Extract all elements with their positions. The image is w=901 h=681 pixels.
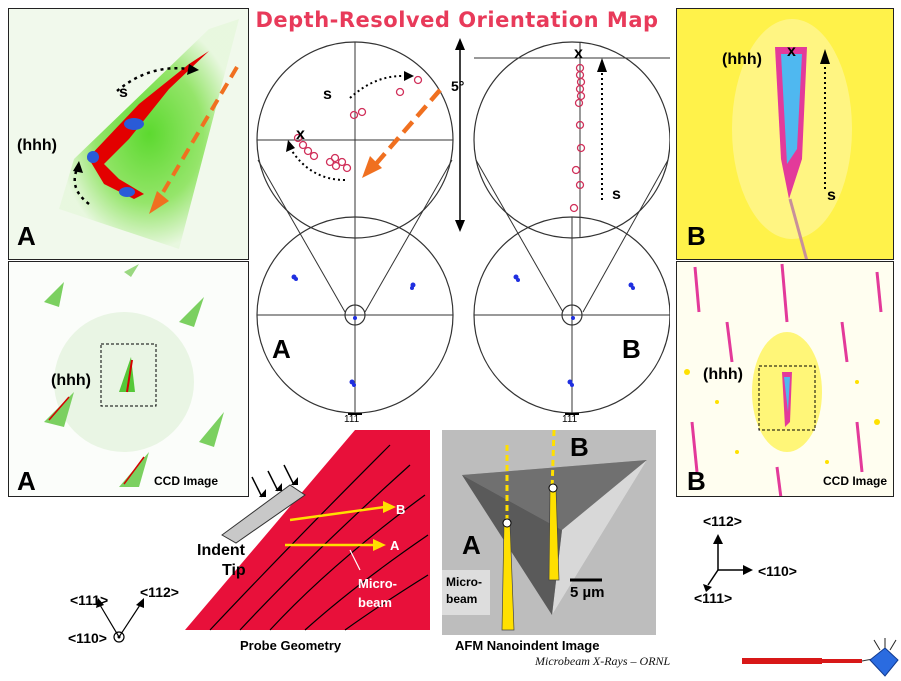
hhh-label: (hhh) (703, 366, 743, 383)
pole-label-a: 111 (344, 414, 360, 425)
afm-label-b: B (570, 432, 589, 462)
ccd-image-b-graphic (677, 262, 893, 496)
ccd-zoom-panel-a: s (hhh) A (8, 8, 249, 260)
credit: Microbeam X-Rays – ORNL (535, 654, 671, 668)
probe-geometry (185, 430, 430, 631)
tip-label: Tip (222, 562, 246, 579)
x-mark: x (787, 43, 796, 60)
afm-scale-bar-label: 5 µm (570, 584, 605, 601)
axis-111: <111> (694, 590, 733, 606)
orientation-map (256, 38, 670, 415)
axes-right (703, 534, 753, 592)
probe-caption: Probe Geometry (240, 638, 342, 653)
ccd-image-a-graphic (9, 262, 248, 496)
hhh-label: (hhh) (51, 372, 91, 389)
panel-label-b: B (687, 221, 706, 251)
afm-caption: AFM Nanoindent Image (455, 638, 600, 653)
x-mark-right: x (574, 45, 583, 62)
afm-label-a: A (462, 530, 481, 560)
beamline-icon (742, 638, 899, 677)
angle-label: 5° (451, 78, 465, 94)
afm-microbeam-1: Micro- (446, 575, 482, 589)
s-label-right: s (612, 186, 621, 203)
probe-label-b: B (396, 502, 406, 517)
hhh-label: (hhh) (17, 137, 57, 154)
ccd-caption: CCD Image (823, 474, 888, 488)
probe-microbeam-1: Micro- (358, 576, 397, 591)
ccd-caption: CCD Image (154, 474, 219, 488)
probe-microbeam-2: beam (358, 595, 392, 610)
panel-label-b: B (687, 466, 706, 496)
axis-112: <112> (703, 513, 742, 529)
afm-graphic (442, 430, 656, 635)
axis-110: <110> (758, 563, 797, 579)
indent-label: Indent (197, 542, 245, 559)
ccd-image-panel-b: (hhh) B CCD Image (676, 261, 894, 497)
x-mark-left: x (296, 126, 305, 143)
ccd-zoom-panel-b: (hhh) x s B (676, 8, 894, 260)
page-title: Depth-Resolved Orientation Map (255, 8, 659, 32)
s-label: s (119, 84, 128, 101)
stereogram-label-b: B (622, 334, 641, 364)
stereogram-label-a: A (272, 334, 291, 364)
panel-label-a: A (17, 221, 36, 251)
axis-110: <110> (68, 630, 107, 646)
ccd-zoom-a-graphic (9, 9, 248, 259)
probe-label-a: A (390, 538, 400, 553)
axis-112: <112> (140, 584, 179, 600)
ccd-zoom-b-graphic (677, 9, 893, 259)
s-label: s (827, 187, 836, 204)
afm-microbeam-2: beam (446, 592, 478, 606)
pole-label-b: 111 (562, 414, 578, 425)
hhh-label: (hhh) (722, 51, 762, 68)
ccd-image-panel-a: (hhh) A CCD Image (8, 261, 249, 497)
s-label-left: s (323, 86, 332, 103)
panel-label-a: A (17, 466, 36, 496)
axes-left (96, 598, 144, 643)
axis-111: <111> (70, 592, 109, 608)
afm-image-panel: B A Micro- beam 5 µm (442, 430, 656, 635)
